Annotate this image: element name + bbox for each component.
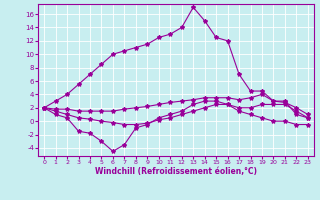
X-axis label: Windchill (Refroidissement éolien,°C): Windchill (Refroidissement éolien,°C) bbox=[95, 167, 257, 176]
